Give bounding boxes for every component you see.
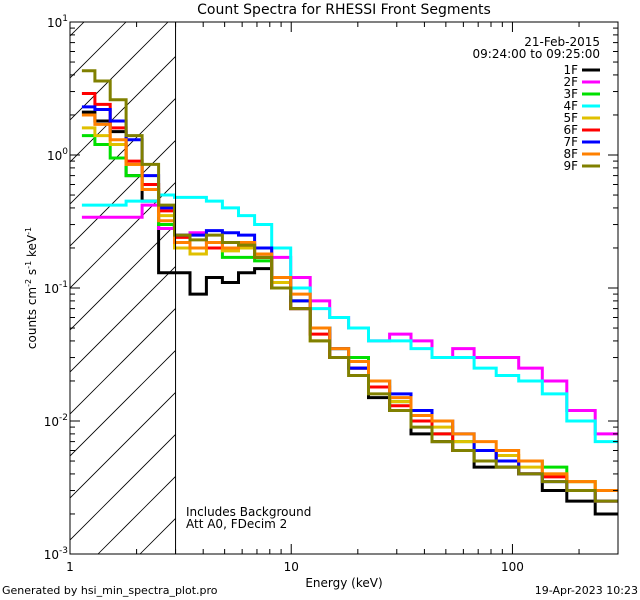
y-tick-label: 10-2 — [44, 413, 68, 429]
hatch-line — [70, 223, 176, 331]
hatch-line — [70, 349, 176, 457]
hatch-line — [70, 55, 176, 163]
hatch-line — [70, 433, 176, 541]
series-line-8f — [81, 113, 618, 492]
series-line-9f — [81, 69, 618, 503]
x-tick-label: 10 — [284, 560, 299, 574]
axis-ticks — [69, 21, 619, 555]
series-line-3f — [81, 134, 618, 492]
legend-label-2f: 2F — [563, 75, 578, 89]
annotation-attenuator: Att A0, FDecim 2 — [186, 517, 287, 531]
y-tick-label: 101 — [47, 14, 68, 30]
x-axis-label: Energy (keV) — [305, 576, 382, 590]
series-group — [81, 69, 618, 516]
hatch-line — [70, 22, 169, 121]
background-hatch-region — [70, 22, 176, 554]
y-axis-label: counts cm-2 s-1 keV-1 — [24, 227, 39, 349]
footer-timestamp: 19-Apr-2023 10:23 — [535, 584, 638, 597]
legend-label-4f: 4F — [563, 99, 578, 113]
series-line-1f — [81, 110, 618, 516]
y-tick-labels: 101 100 10-1 10-2 10-3 — [44, 14, 69, 562]
y-tick-label: 100 — [47, 147, 68, 163]
y-tick-label: 10-1 — [44, 280, 68, 296]
legend-label-6f: 6F — [563, 123, 578, 137]
time-range-label: 09:24:00 to 09:25:00 — [473, 47, 600, 61]
legend-label-9f: 9F — [563, 159, 578, 173]
date-label: 21-Feb-2015 — [524, 35, 600, 49]
hatch-line — [70, 22, 85, 37]
hatch-line — [70, 22, 127, 79]
y-tick-label: 10-3 — [44, 546, 68, 562]
annotation-background: Includes Background — [186, 505, 311, 519]
x-tick-label: 100 — [501, 560, 524, 574]
series-line-5f — [81, 126, 618, 492]
series-line-7f — [81, 105, 618, 503]
legend-label-1f: 1F — [563, 63, 578, 77]
footer-generator: Generated by hsi_min_spectra_plot.pro — [2, 584, 218, 597]
hatch-line — [70, 391, 176, 499]
legend-label-8f: 8F — [563, 147, 578, 161]
x-tick-label: 1 — [66, 560, 74, 574]
hatch-line — [70, 265, 176, 373]
legend-label-3f: 3F — [563, 87, 578, 101]
x-tick-labels: 1 10 100 — [66, 560, 524, 574]
hatch-line — [97, 475, 176, 554]
legend-label-5f: 5F — [563, 111, 578, 125]
series-line-6f — [81, 92, 618, 503]
chart-title: Count Spectra for RHESSI Front Segments — [197, 2, 491, 18]
series-line-4f — [81, 193, 618, 444]
hatch-line — [70, 181, 176, 289]
legend-label-7f: 7F — [563, 135, 578, 149]
hatch-line — [70, 307, 176, 415]
